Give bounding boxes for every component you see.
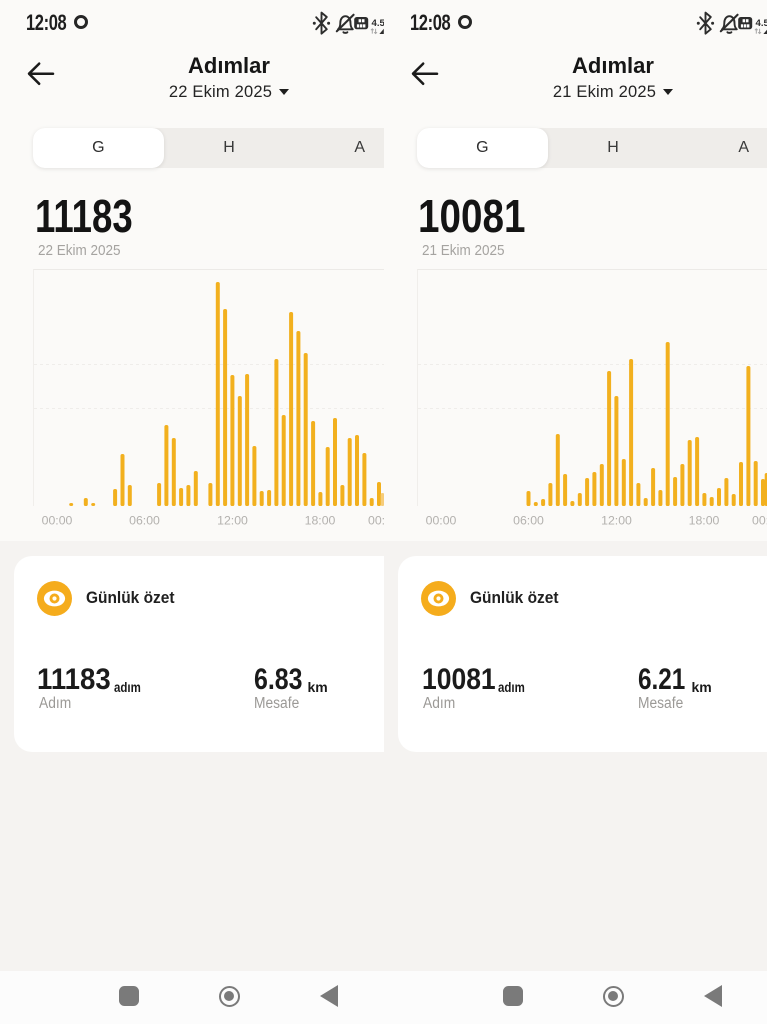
svg-text:00:00: 00:00 bbox=[368, 514, 384, 528]
svg-text:12:00: 12:00 bbox=[601, 514, 632, 528]
svg-text:06:00: 06:00 bbox=[513, 514, 544, 528]
svg-text:06:00: 06:00 bbox=[129, 514, 160, 528]
svg-text:00:00: 00:00 bbox=[42, 514, 73, 528]
svg-text:00:00: 00:00 bbox=[426, 514, 457, 528]
svg-text:4.5: 4.5 bbox=[756, 18, 767, 29]
svg-text:12:00: 12:00 bbox=[217, 514, 248, 528]
svg-text:18:00: 18:00 bbox=[305, 514, 336, 528]
svg-text:18:00: 18:00 bbox=[689, 514, 720, 528]
svg-text:4.5: 4.5 bbox=[372, 18, 385, 29]
svg-text:00:00: 00:00 bbox=[752, 514, 767, 528]
